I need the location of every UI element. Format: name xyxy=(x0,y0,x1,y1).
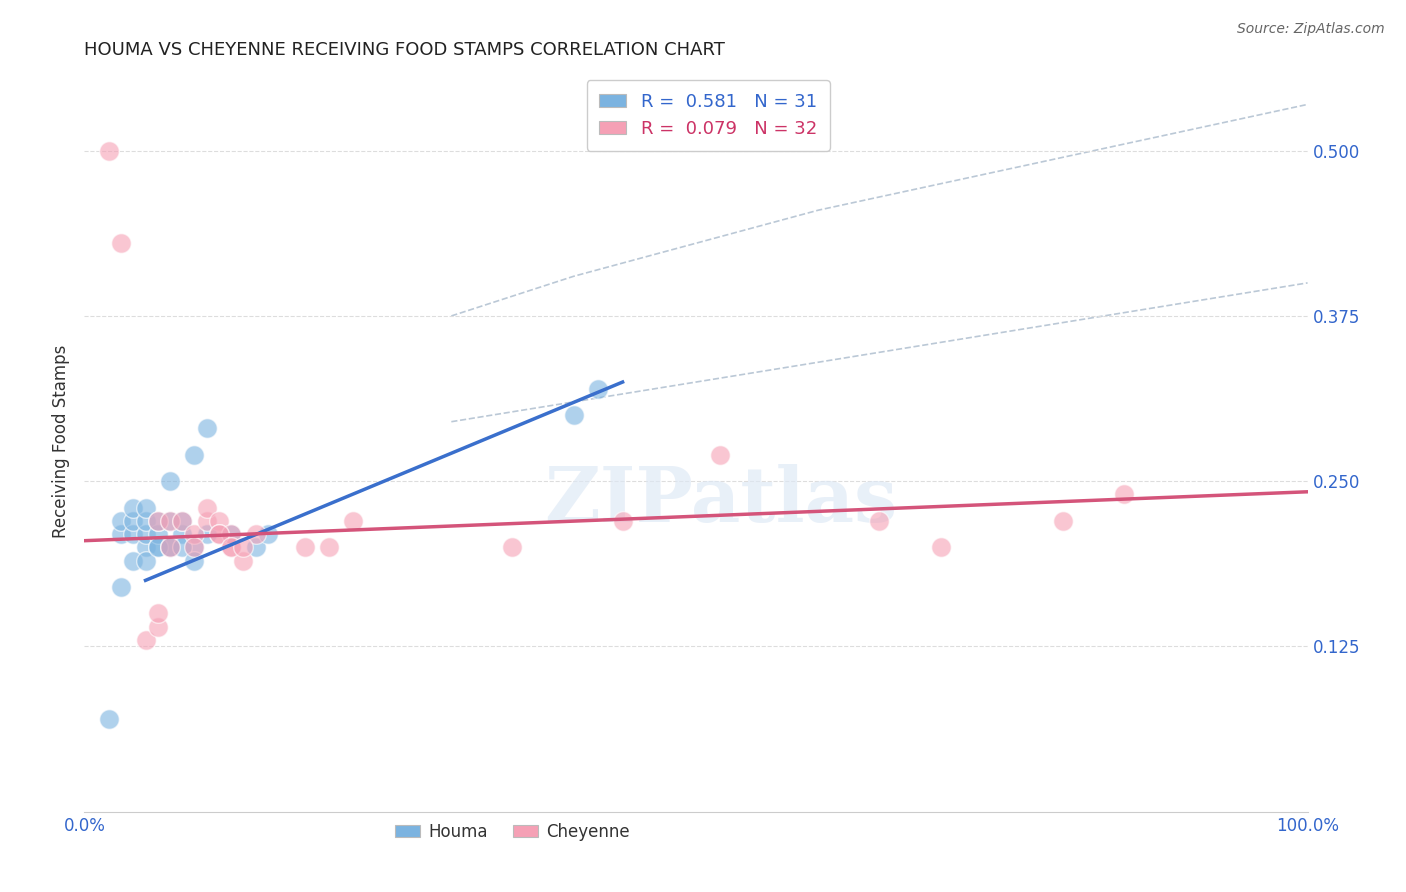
Point xyxy=(146,607,169,621)
Point xyxy=(208,527,231,541)
Point xyxy=(502,541,524,555)
Point xyxy=(97,144,120,158)
Point xyxy=(1114,487,1136,501)
Point xyxy=(135,514,157,528)
Point xyxy=(146,541,169,555)
Point xyxy=(183,527,205,541)
Point xyxy=(159,541,181,555)
Point xyxy=(146,514,169,528)
Point xyxy=(183,553,205,567)
Point xyxy=(219,527,242,541)
Text: HOUMA VS CHEYENNE RECEIVING FOOD STAMPS CORRELATION CHART: HOUMA VS CHEYENNE RECEIVING FOOD STAMPS … xyxy=(84,41,725,59)
Point xyxy=(146,514,169,528)
Point xyxy=(208,514,231,528)
Point xyxy=(135,553,157,567)
Legend: Houma, Cheyenne: Houma, Cheyenne xyxy=(388,816,637,847)
Point xyxy=(122,514,145,528)
Point xyxy=(232,541,254,555)
Point xyxy=(146,527,169,541)
Point xyxy=(159,514,181,528)
Point xyxy=(294,541,316,555)
Point xyxy=(122,500,145,515)
Point xyxy=(183,448,205,462)
Point xyxy=(219,541,242,555)
Point xyxy=(245,541,267,555)
Point xyxy=(172,514,194,528)
Point xyxy=(195,500,218,515)
Point xyxy=(159,514,181,528)
Point xyxy=(183,541,205,555)
Point xyxy=(929,541,952,555)
Point xyxy=(195,421,218,435)
Point xyxy=(172,541,194,555)
Point xyxy=(257,527,280,541)
Point xyxy=(208,527,231,541)
Point xyxy=(342,514,364,528)
Point xyxy=(219,541,242,555)
Point xyxy=(586,382,609,396)
Point xyxy=(709,448,731,462)
Point xyxy=(318,541,340,555)
Point xyxy=(110,514,132,528)
Point xyxy=(110,580,132,594)
Point xyxy=(232,553,254,567)
Point xyxy=(195,514,218,528)
Point xyxy=(110,527,132,541)
Point xyxy=(135,527,157,541)
Text: Source: ZipAtlas.com: Source: ZipAtlas.com xyxy=(1237,22,1385,37)
Point xyxy=(159,474,181,488)
Y-axis label: Receiving Food Stamps: Receiving Food Stamps xyxy=(52,345,70,538)
Point xyxy=(245,527,267,541)
Point xyxy=(172,527,194,541)
Point xyxy=(612,514,634,528)
Point xyxy=(219,527,242,541)
Point xyxy=(110,236,132,251)
Point xyxy=(172,514,194,528)
Point xyxy=(183,541,205,555)
Point xyxy=(122,527,145,541)
Point xyxy=(135,500,157,515)
Point xyxy=(159,541,181,555)
Text: ZIPatlas: ZIPatlas xyxy=(544,464,897,538)
Point xyxy=(869,514,891,528)
Point xyxy=(1052,514,1074,528)
Point xyxy=(146,619,169,633)
Point xyxy=(159,541,181,555)
Point xyxy=(97,712,120,726)
Point xyxy=(562,408,585,422)
Point xyxy=(135,541,157,555)
Point xyxy=(122,553,145,567)
Point xyxy=(135,632,157,647)
Point xyxy=(146,541,169,555)
Point xyxy=(195,527,218,541)
